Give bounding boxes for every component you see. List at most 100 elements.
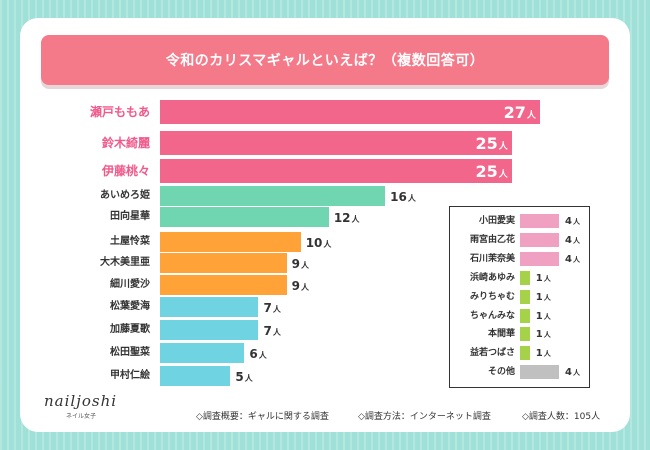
value-number: 9 — [291, 279, 300, 293]
value-number: 7 — [263, 301, 272, 315]
value-number: 4 — [565, 253, 572, 265]
others-label: 雨宮由乙花 — [469, 234, 515, 245]
value-unit: 人 — [572, 369, 580, 378]
bar-label: 土屋怜菜 — [110, 236, 150, 247]
bar — [160, 100, 540, 124]
value-number: 27 — [503, 103, 526, 122]
others-bar — [520, 346, 530, 361]
bar-label: あいめろ姫 — [100, 190, 150, 201]
bar-value: 25人 — [442, 159, 508, 183]
bar — [160, 207, 329, 227]
others-bar — [520, 365, 559, 380]
value-unit: 人 — [272, 328, 281, 337]
value-number: 1 — [535, 291, 543, 303]
value-unit: 人 — [498, 170, 508, 180]
others-value: 4人 — [565, 252, 580, 266]
bar-value: 25人 — [442, 131, 508, 155]
value-unit: 人 — [572, 255, 580, 264]
value-unit: 人 — [543, 274, 551, 283]
value-number: 4 — [565, 367, 572, 379]
bar — [160, 232, 301, 252]
others-label: 本間華 — [487, 329, 515, 340]
footer-survey-count: ◇調査人数：105人 — [522, 412, 601, 422]
value-unit: 人 — [272, 305, 281, 314]
bar-value: 9人 — [292, 253, 309, 273]
value-unit: 人 — [498, 142, 508, 152]
others-value: 1人 — [536, 346, 551, 360]
others-bar — [520, 270, 530, 285]
value-unit: 人 — [300, 283, 309, 292]
others-label: 石川茉奈美 — [469, 253, 515, 264]
bar — [160, 320, 259, 340]
bar-label: 田向星華 — [110, 211, 150, 222]
bar-label: 細川愛沙 — [110, 279, 150, 290]
value-number: 12 — [333, 211, 351, 225]
bar — [160, 275, 287, 295]
bar-label: 松葉愛海 — [110, 301, 150, 312]
others-bar — [520, 251, 559, 266]
value-unit: 人 — [258, 351, 267, 360]
others-value: 4人 — [565, 365, 580, 379]
others-value: 1人 — [536, 271, 551, 285]
others-bar — [520, 308, 530, 323]
others-value: 1人 — [536, 309, 551, 323]
bar-label: 瀬戸ももあ — [89, 105, 150, 119]
value-unit: 人 — [572, 218, 580, 226]
value-unit: 人 — [543, 350, 551, 359]
footer-survey-summary: ◇調査概要：ギャルに関する調査 — [196, 412, 329, 422]
bar — [160, 297, 259, 317]
value-unit: 人 — [300, 261, 309, 270]
bar-label: 鈴木綺麗 — [101, 136, 150, 150]
value-unit: 人 — [323, 240, 332, 249]
value-number: 6 — [249, 347, 258, 361]
value-unit: 人 — [407, 194, 416, 203]
others-box — [449, 206, 590, 388]
bar-value: 10人 — [306, 232, 332, 252]
value-unit: 人 — [351, 215, 360, 224]
others-label: ちゃんみな — [469, 310, 515, 321]
value-number: 4 — [565, 234, 572, 246]
bar — [160, 343, 245, 363]
bar — [160, 253, 287, 273]
value-number: 1 — [535, 272, 543, 284]
bar-value: 9人 — [292, 275, 309, 295]
value-number: 10 — [305, 236, 323, 250]
bar — [160, 366, 231, 386]
others-label: 益若つばさ — [469, 348, 515, 359]
others-bar — [520, 327, 530, 342]
value-unit: 人 — [244, 374, 253, 383]
bar-value: 5人 — [235, 366, 252, 386]
value-number: 5 — [235, 370, 244, 384]
value-number: 1 — [535, 310, 543, 322]
value-unit: 人 — [572, 236, 580, 245]
bar — [160, 159, 512, 183]
bar-value: 16人 — [390, 186, 416, 206]
others-bar — [520, 289, 530, 304]
others-label: 浜崎あゆみ — [469, 272, 515, 283]
value-number: 7 — [263, 324, 272, 338]
value-number: 16 — [390, 190, 407, 204]
bar-label: 大木美里亜 — [100, 257, 150, 268]
brand-name: nailjoshi — [44, 392, 118, 410]
value-number: 1 — [535, 348, 543, 360]
value-number: 9 — [291, 257, 300, 271]
bar-label: 加藤夏歌 — [110, 324, 150, 335]
footer-survey-method: ◇調査方法：インターネット調査 — [358, 412, 491, 422]
bar-label: 伊藤桃々 — [101, 164, 150, 178]
others-bar — [520, 214, 559, 228]
others-value: 4人 — [565, 214, 580, 228]
value-number: 4 — [565, 216, 572, 227]
bar-value: 27人 — [470, 100, 536, 124]
others-value: 4人 — [565, 233, 580, 247]
value-unit: 人 — [543, 312, 551, 321]
others-label: その他 — [487, 367, 515, 378]
others-label: みりちゃむ — [469, 291, 515, 302]
others-value: 1人 — [536, 290, 551, 304]
bar — [160, 131, 512, 155]
bar-label: 松田聖菜 — [110, 347, 150, 358]
others-label: 小田愛実 — [478, 216, 515, 226]
bar-value: 7人 — [263, 297, 280, 317]
brand-logo: nailjoshi ネイル女子 — [44, 392, 117, 420]
value-number: 1 — [535, 329, 543, 341]
value-number: 25 — [475, 134, 498, 153]
